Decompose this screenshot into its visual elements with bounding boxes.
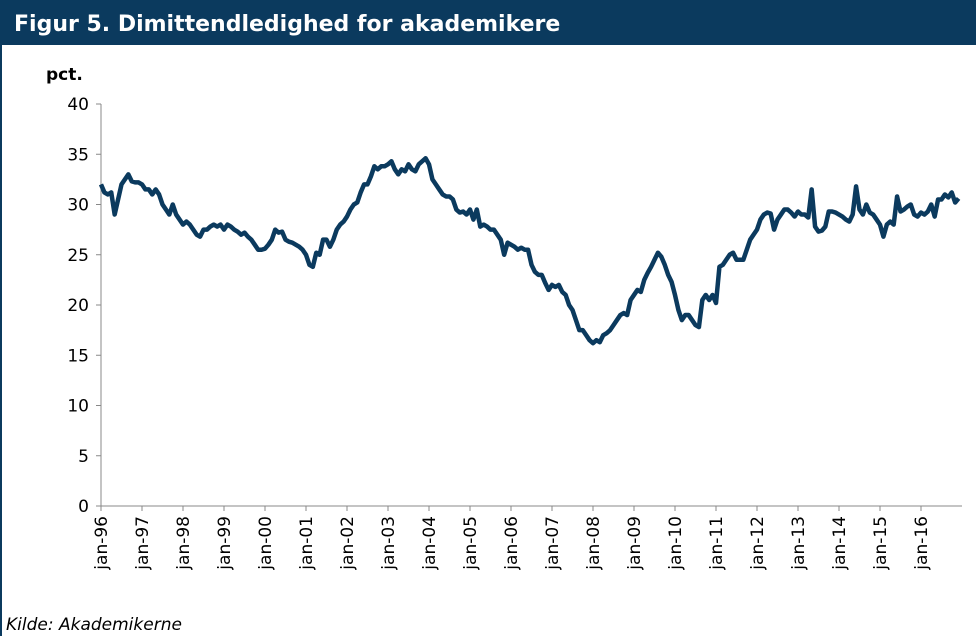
x-tick-label: jan-01 — [297, 516, 317, 571]
y-tick-label: 15 — [67, 346, 89, 366]
x-tick-label: jan-02 — [338, 516, 358, 571]
y-tick-label: 30 — [67, 196, 89, 216]
y-tick-label: 5 — [78, 447, 89, 467]
x-tick-label: jan-10 — [666, 516, 686, 571]
y-tick-label: 25 — [67, 246, 89, 266]
x-tick-label: jan-07 — [543, 516, 563, 571]
x-tick-label: jan-12 — [748, 516, 768, 571]
x-tick-label: jan-08 — [584, 516, 604, 571]
x-tick-label: jan-03 — [379, 516, 399, 571]
x-tick-label: jan-13 — [789, 516, 809, 571]
y-tick-label: 10 — [67, 397, 89, 417]
data-line — [98, 156, 961, 346]
x-tick-label: jan-96 — [92, 516, 112, 571]
x-tick-label: jan-00 — [256, 516, 276, 571]
x-tick-label: jan-11 — [707, 516, 727, 571]
title-bar — [0, 0, 976, 45]
y-tick-label: 40 — [67, 95, 89, 115]
x-tick-label: jan-14 — [830, 516, 850, 571]
y-tick-label: 0 — [78, 497, 89, 517]
x-tick-label: jan-97 — [133, 516, 153, 571]
x-tick-label: jan-15 — [871, 516, 891, 571]
y-axis-label: pct. — [46, 65, 83, 85]
y-tick-label: 35 — [67, 145, 89, 165]
chart-title: Figur 5. Dimittendledighed for akademike… — [14, 12, 560, 37]
x-tick-label: jan-98 — [174, 516, 194, 571]
y-tick-label: 20 — [67, 296, 89, 316]
x-tick-label: jan-09 — [625, 516, 645, 571]
x-tick-label: jan-16 — [912, 516, 932, 571]
x-tick-label: jan-99 — [215, 516, 235, 571]
x-tick-label: jan-04 — [420, 516, 440, 571]
source: Kilde: Akademikerne — [6, 615, 182, 635]
x-tick-label: jan-05 — [461, 516, 481, 571]
x-tick-label: jan-06 — [502, 516, 522, 571]
